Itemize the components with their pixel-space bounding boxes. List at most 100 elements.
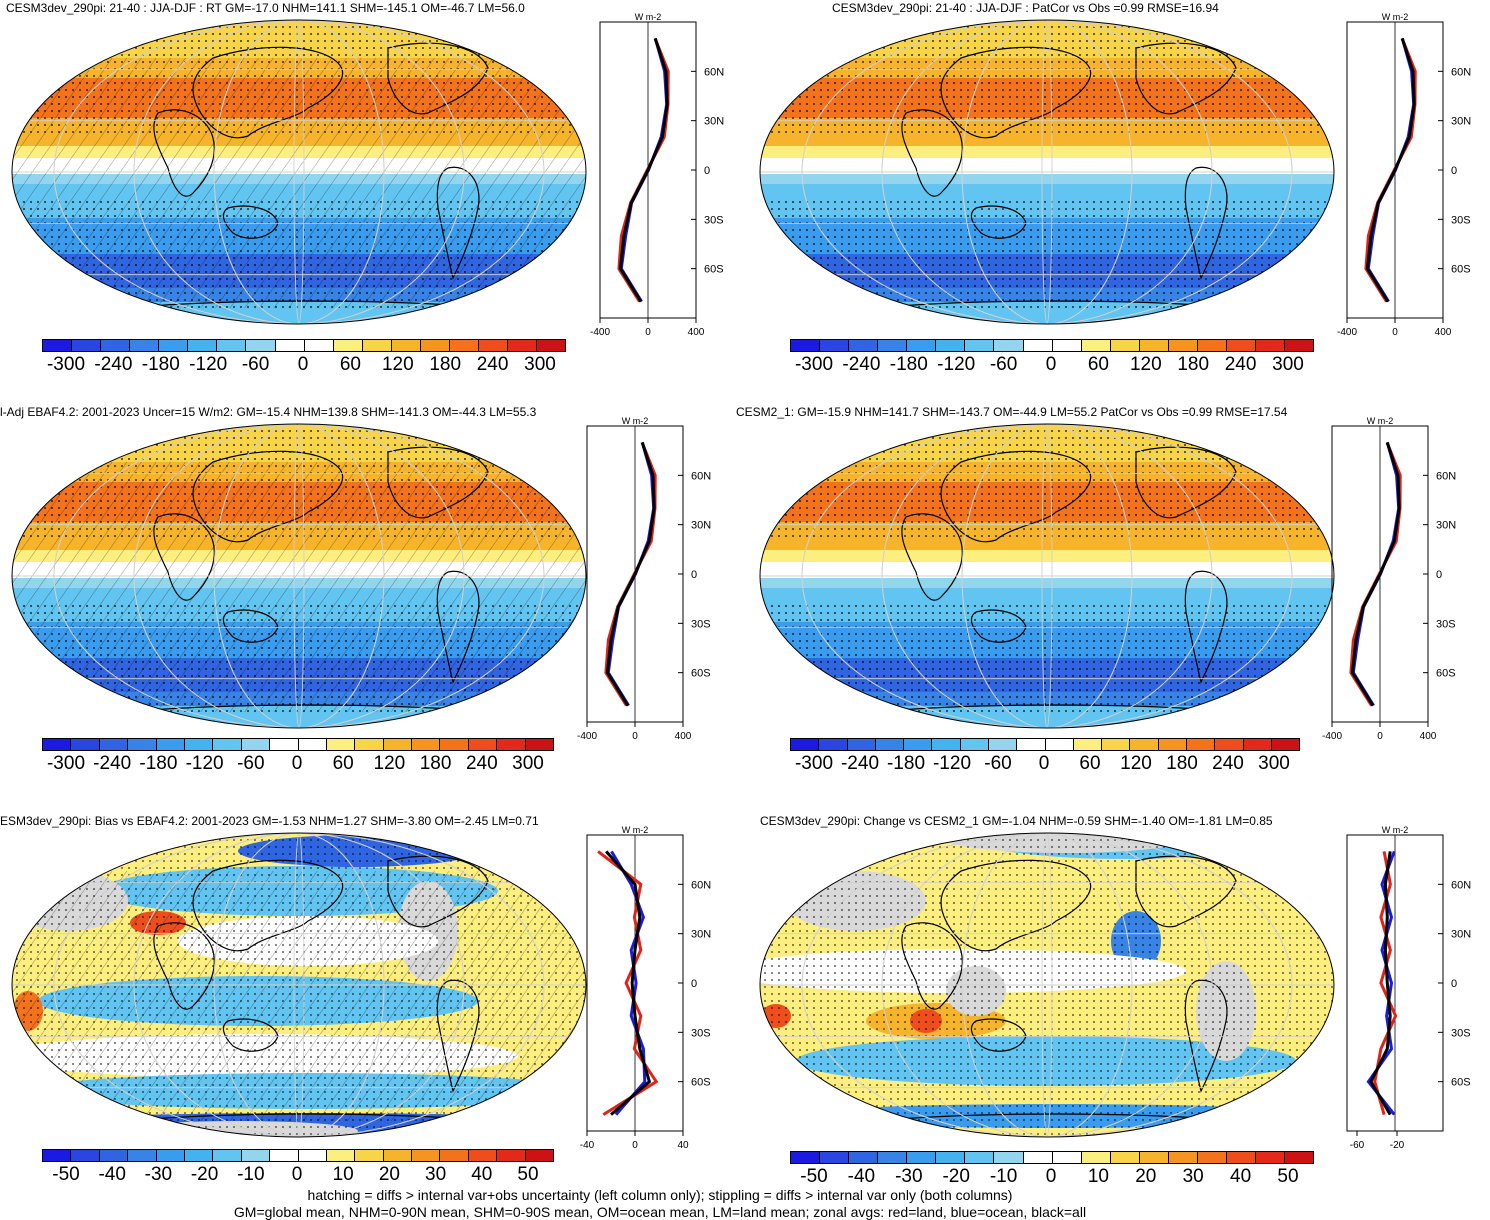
colorbar-swatch: [907, 340, 937, 351]
colorbar-swatch: [440, 739, 469, 750]
all-profile-line: [1369, 851, 1392, 1116]
map-outline: [759, 19, 1335, 325]
meridian: [961, 424, 1133, 728]
colorbar-swatch: [298, 739, 327, 750]
colorbar-swatch: [819, 739, 848, 750]
colorbar-swatch: [99, 739, 129, 750]
colorbar-tick-label: 240: [465, 753, 498, 774]
colorbar-swatch: [71, 1150, 100, 1161]
colorbar-tick-label: 120: [1129, 354, 1162, 375]
colorbar-tick-label: -40: [98, 1164, 126, 1185]
colorbar-swatch: [326, 739, 356, 750]
meridian: [133, 20, 465, 324]
map-field: [760, 424, 1334, 728]
y-tick-label: 0: [1436, 569, 1442, 581]
colorbar-swatch: [270, 1150, 299, 1161]
coastline: [1184, 979, 1228, 1093]
colorbar-swatch: [497, 739, 526, 750]
colorbar-swatch: [43, 340, 73, 351]
colorbar-tick-label: 60: [1079, 753, 1101, 774]
colorbar-tick-label: -30: [144, 1164, 173, 1185]
colorbar-tick-label: 60: [1087, 354, 1109, 375]
colorbar-tick-label: 0: [1045, 1166, 1057, 1187]
colorbar-swatch: [383, 739, 413, 750]
colorbar-tick-label: 0: [291, 753, 303, 774]
zonal-profile: W m-2 -400 0 400 60N 30N 0 30S 60S: [1322, 416, 1456, 742]
map: [759, 832, 1335, 1138]
colorbar-swatch: [497, 1150, 526, 1161]
panel-title: ESM3dev_290pi: Bias vs EBAF4.2: 2001-202…: [0, 814, 539, 828]
map-band: [760, 174, 1334, 184]
colorbar-swatch: [1226, 1152, 1256, 1163]
colorbar-swatch: [1081, 340, 1111, 351]
colorbar-tick-label: -180: [886, 753, 926, 774]
colorbar-tick-label: -120: [932, 753, 972, 774]
colorbar-swatch: [391, 340, 421, 351]
x-tick-label: 0: [632, 1140, 638, 1151]
colorbar-swatch: [156, 1150, 185, 1161]
colorbar-swatch: [525, 1150, 554, 1161]
colorbar-tick-label: 300: [524, 354, 556, 375]
colorbar-tick-label: -20: [190, 1164, 219, 1185]
colorbar-tick-label: 0: [297, 354, 309, 375]
x-tick-label: -400: [577, 731, 597, 742]
hatching: [12, 871, 586, 1121]
y-tick-label: 60S: [691, 668, 711, 680]
meridian: [1041, 424, 1053, 728]
x-tick-label: 400: [688, 327, 705, 338]
colorbar-tick-label: -120: [189, 354, 228, 375]
colorbar-swatch: [1052, 340, 1082, 351]
colorbar-tick-label: 180: [1177, 354, 1210, 375]
colorbar-tick-label: -180: [889, 354, 928, 375]
colorbar-swatch: [420, 340, 450, 351]
meridian: [961, 833, 1133, 1137]
coastline: [970, 1018, 1027, 1052]
colorbar-swatch: [1052, 1152, 1082, 1163]
map: [11, 19, 587, 325]
colorbar-swatch: [43, 739, 72, 750]
y-tick-label: 60S: [704, 264, 724, 276]
colorbar-tick-label: 50: [1277, 1166, 1299, 1187]
colorbar-tick-label: -240: [93, 753, 132, 774]
footer-line-1: hatching = diffs > internal var+obs unce…: [307, 1187, 1013, 1203]
map-field: [760, 833, 1334, 1137]
stippling: [760, 424, 1334, 542]
land-profile-line: [1364, 37, 1417, 303]
panel-title: CESM3dev_290pi: 21-40 : JJA-DJF : RT GM=…: [6, 1, 525, 15]
colorbar-swatch: [960, 739, 989, 750]
colorbar-tick-label: 0: [1045, 354, 1057, 375]
coastline: [1135, 855, 1237, 928]
colorbar-swatch: [1168, 1152, 1198, 1163]
colorbar-swatch: [1017, 739, 1046, 750]
stippling: [760, 198, 1334, 308]
x-tick-label: 400: [1420, 731, 1437, 742]
colorbar-swatch: [1045, 739, 1074, 750]
colorbar-swatch: [1130, 739, 1159, 750]
panel-title: CESM3dev_290pi: Change vs CESM2_1 GM=-1.…: [760, 814, 1273, 828]
colorbar-tick-label: -20: [942, 1166, 970, 1187]
zonal-profile: W m-2 -400 0 400 60N 30N 0 30S 60S: [590, 12, 724, 338]
colorbar: [790, 339, 1314, 352]
colorbar-swatch: [412, 739, 441, 750]
colorbar-swatch: [849, 1152, 879, 1163]
meridian: [53, 833, 545, 1137]
colorbar-swatch: [1197, 1152, 1227, 1163]
y-tick-label: 30N: [704, 116, 724, 128]
y-tick-label: 60N: [1451, 66, 1471, 78]
colorbar-tick-label: 240: [1212, 753, 1244, 774]
map-band: [760, 578, 1334, 588]
colorbar-swatch: [1139, 1152, 1169, 1163]
y-tick-label: 0: [691, 978, 697, 990]
colorbar-swatch: [1197, 340, 1227, 351]
colorbar-swatch: [188, 340, 218, 351]
colorbar-swatch: [932, 739, 961, 750]
y-tick-label: 30S: [704, 214, 724, 226]
land-profile-line: [1349, 441, 1402, 707]
zonal-profile: W m-2 -400 0 400 60N 30N 0 30S 60S: [577, 416, 711, 742]
colorbar-ticks: -50 -40 -30 -20 -10 0 10 20 30 40 50: [52, 1164, 538, 1188]
colorbar-tick-label: 300: [512, 753, 544, 774]
colorbar-ticks: -50 -40 -30 -20 -10 0 10 20 30 40 50: [800, 1166, 1298, 1190]
ocean-profile-line: [1351, 441, 1401, 707]
x-tick-label: -40: [580, 1140, 595, 1151]
map-band: [760, 158, 1334, 174]
